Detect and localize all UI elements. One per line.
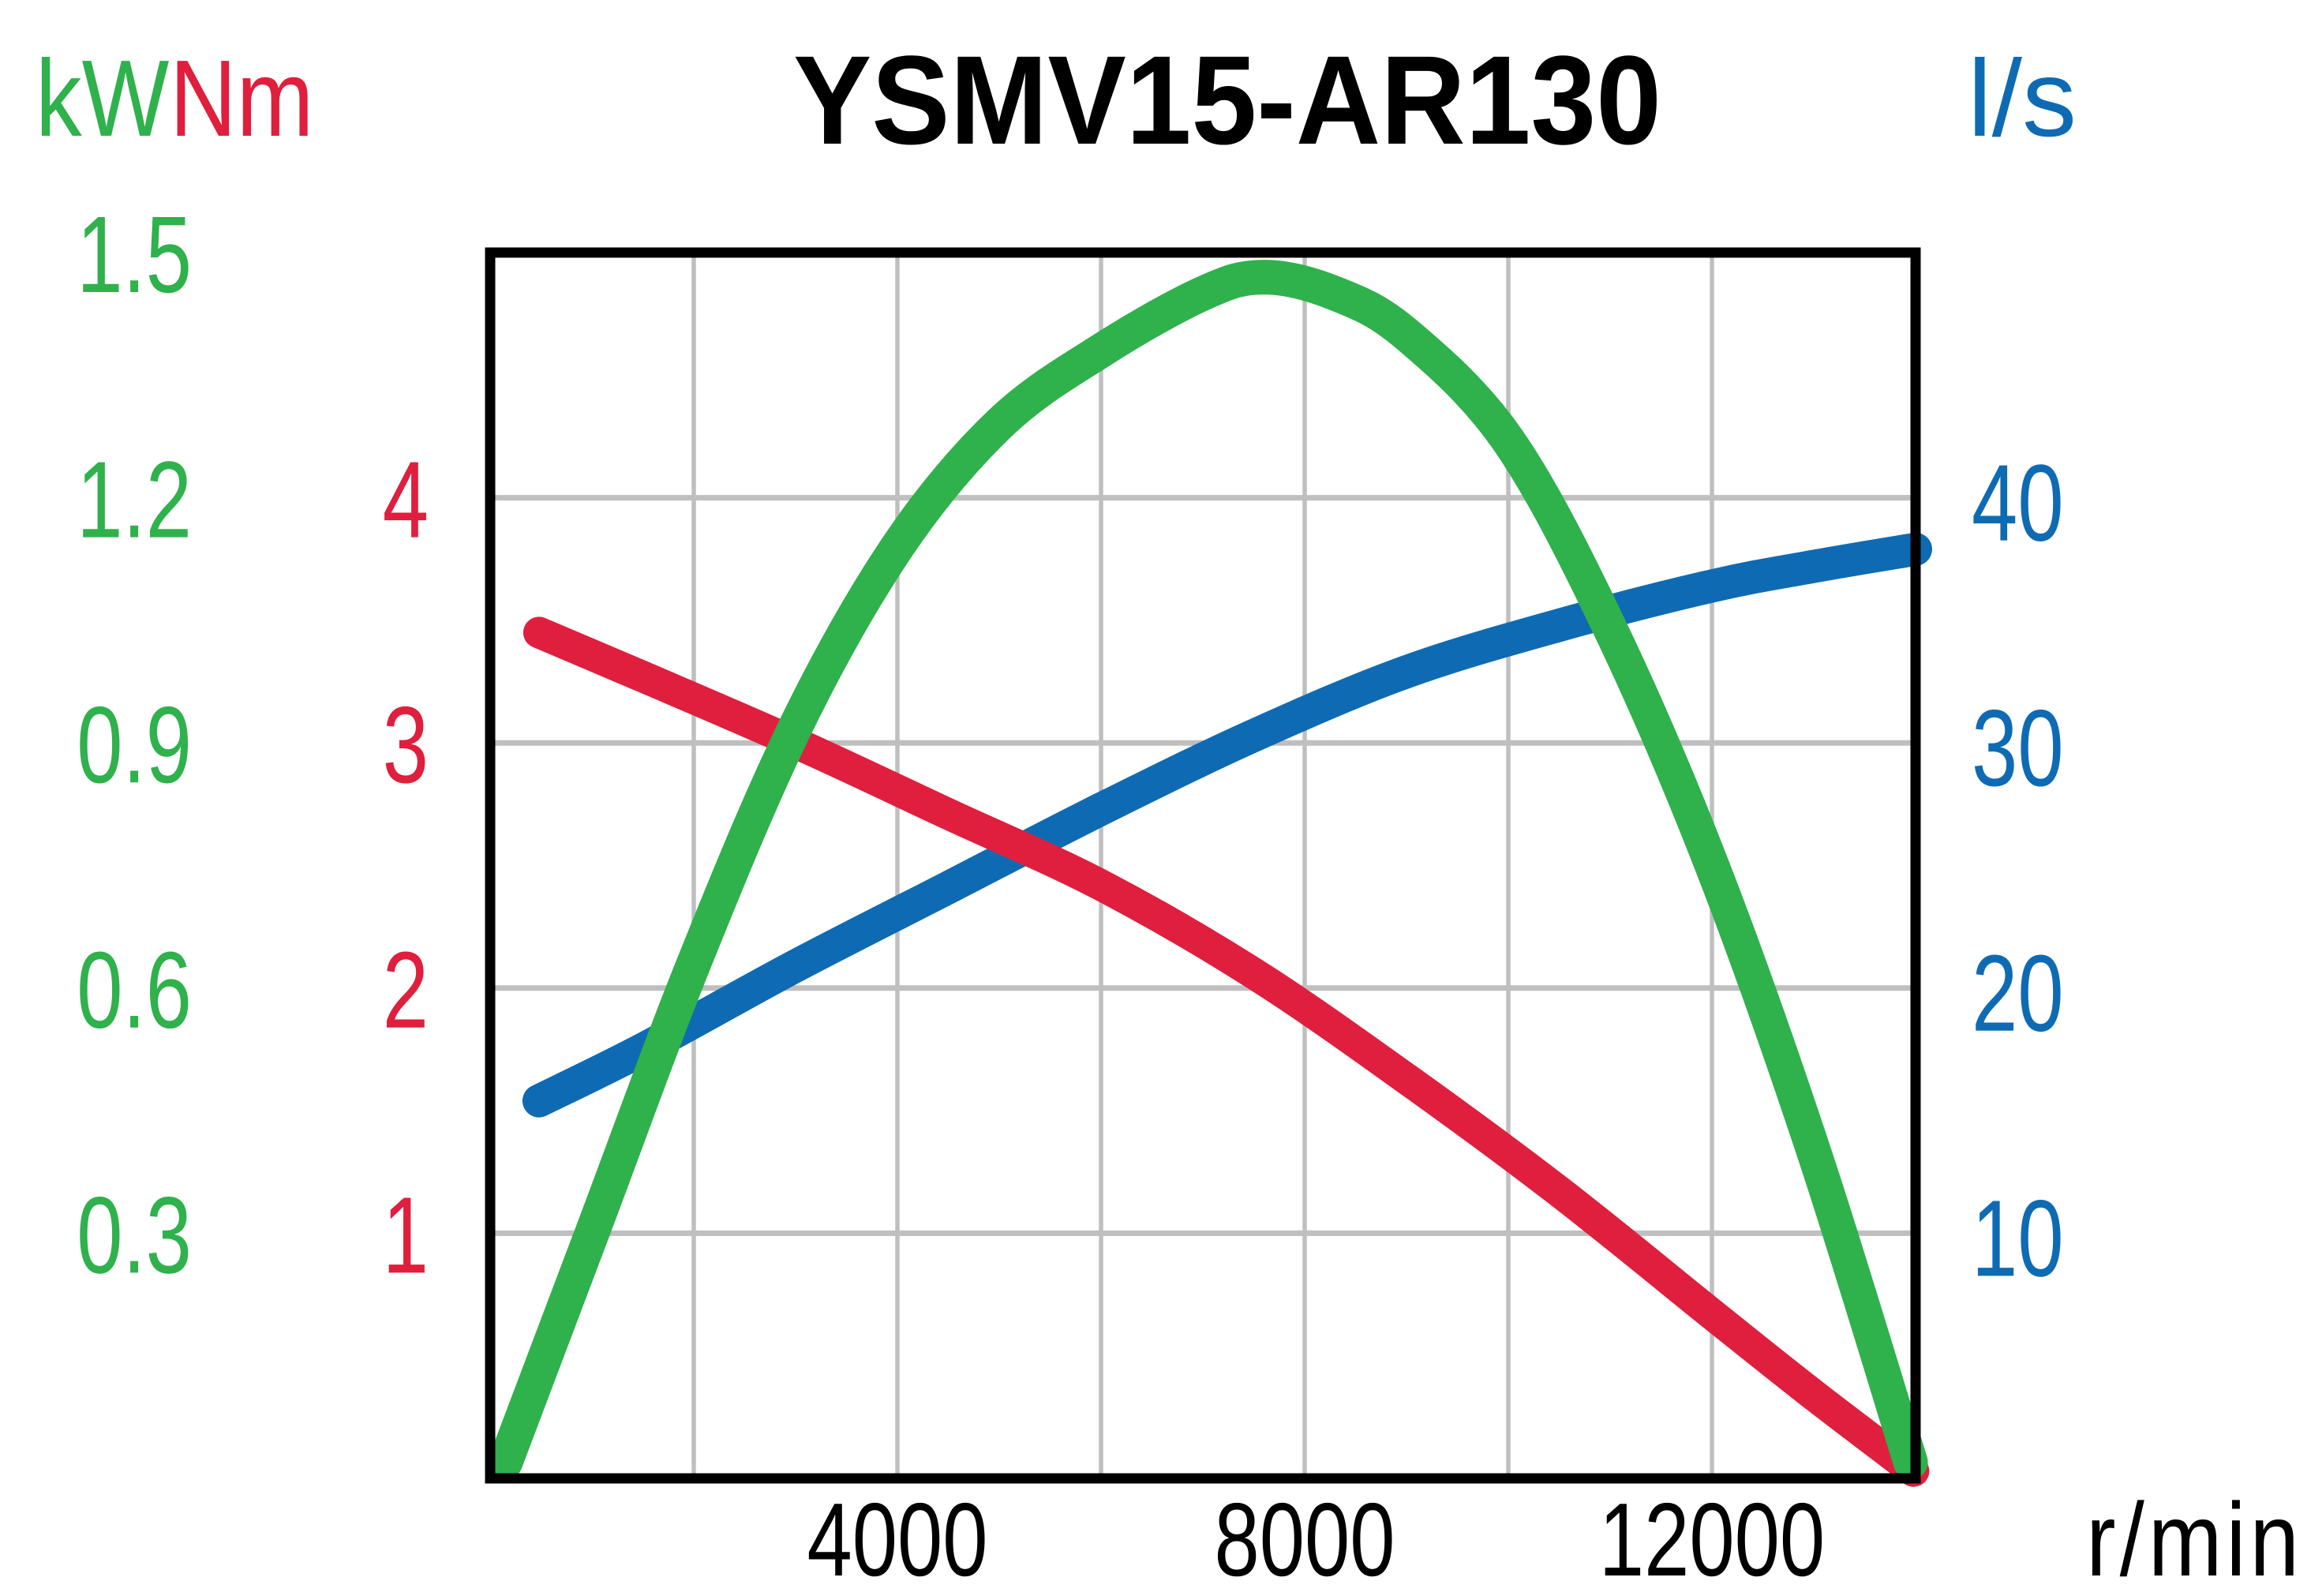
power-curve xyxy=(488,260,1928,1480)
chart-title: YSMV15-AR130 xyxy=(793,29,1661,170)
curves xyxy=(488,260,1932,1487)
flow-tick-label-30: 30 xyxy=(1972,687,2064,808)
torque-axis-unit-label: Nm xyxy=(170,38,313,159)
x-tick-label-8000: 8000 xyxy=(1214,1482,1395,1596)
power-tick-label-0.6: 0.6 xyxy=(77,929,192,1051)
x-axis-unit-label: r/min xyxy=(2086,1481,2303,1596)
torque-tick-label-2: 2 xyxy=(383,929,429,1051)
flow-tick-label-40: 40 xyxy=(1972,442,2064,564)
x-tick-label-4000: 4000 xyxy=(807,1482,987,1596)
power-axis-unit-label: kW xyxy=(36,38,169,159)
flow-tick-label-10: 10 xyxy=(1972,1177,2064,1298)
flow-curve xyxy=(522,532,1932,1118)
power-tick-label-1.2: 1.2 xyxy=(77,439,192,560)
x-tick-label-12000: 12000 xyxy=(1599,1482,1825,1596)
power-tick-label-1.5: 1.5 xyxy=(77,193,192,315)
flow-axis-unit-label: l/s xyxy=(1968,38,2077,159)
flow-tick-label-20: 20 xyxy=(1972,932,2064,1054)
tick-labels: 0.3 0.6 0.9 1.2 1.5 1 2 3 4 10 20 30 40 4000 8000 12000 xyxy=(77,193,2063,1596)
torque-tick-label-1: 1 xyxy=(383,1174,429,1295)
torque-curve xyxy=(523,616,1930,1487)
power-tick-label-0.3: 0.3 xyxy=(77,1174,192,1295)
torque-tick-label-3: 3 xyxy=(383,684,429,805)
power-tick-label-0.9: 0.9 xyxy=(77,684,192,805)
plot-border xyxy=(485,247,1921,1484)
torque-tick-label-4: 4 xyxy=(383,439,429,560)
